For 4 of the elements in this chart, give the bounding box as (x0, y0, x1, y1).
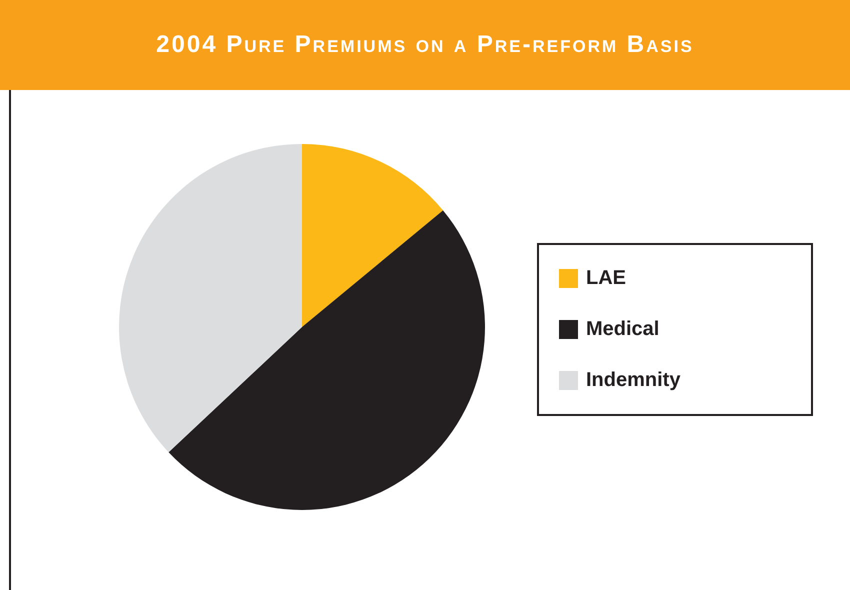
legend-label: Indemnity (586, 369, 680, 392)
legend-label: Medical (586, 318, 660, 341)
legend-label: LAE (586, 267, 626, 290)
chart-title: 2004 Pure Premiums on a Pre-reform Basis (156, 31, 694, 59)
